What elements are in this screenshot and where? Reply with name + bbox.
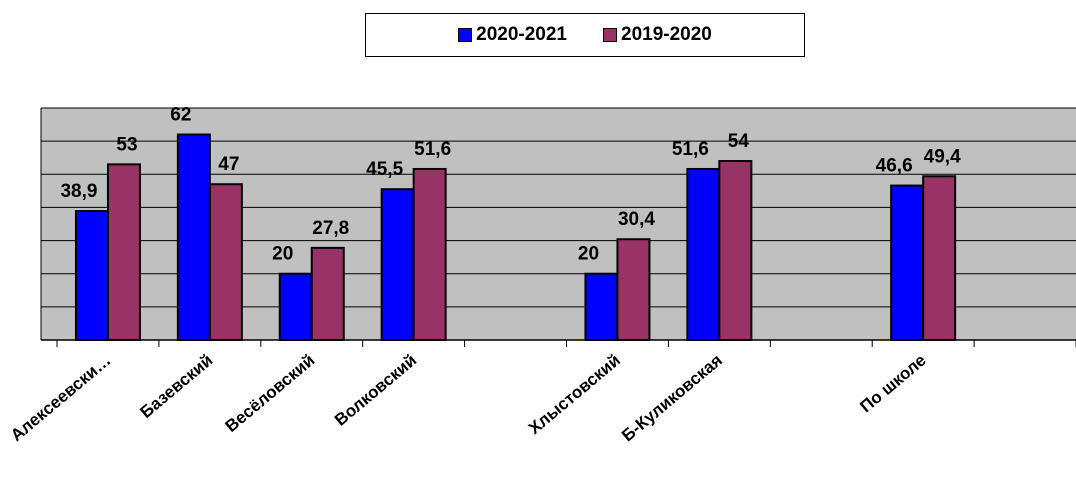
bar-2019-2020-1	[208, 183, 243, 341]
bar-2020-2021-3	[380, 188, 415, 341]
bar-2019-2020-0	[106, 163, 141, 341]
legend-item-2020-2021: 2020-2021	[458, 24, 567, 46]
data-label: 51,6	[414, 139, 451, 160]
data-label: 53	[116, 134, 137, 155]
legend-swatch-2019-2020	[603, 28, 617, 42]
bar-2019-2020-3	[412, 167, 447, 341]
data-label: 46,6	[876, 156, 913, 177]
bar-2020-2021-1	[176, 133, 211, 341]
bar-2020-2021-6	[686, 167, 721, 341]
legend-label-2019-2020: 2019-2020	[621, 24, 712, 45]
data-label: 45,5	[366, 159, 403, 180]
data-label: 20	[578, 244, 599, 265]
x-tick-label: Алексеевски…	[7, 351, 115, 446]
bar-2020-2021-2	[278, 272, 313, 342]
data-label: 20	[272, 244, 293, 265]
data-label: 30,4	[618, 209, 655, 230]
data-label: 62	[170, 105, 191, 126]
data-label: 38,9	[60, 181, 97, 202]
x-tick-label: Б-Куликовская	[618, 351, 726, 446]
legend-label-2020-2021: 2020-2021	[476, 24, 567, 45]
bar-2019-2020-2	[310, 246, 345, 341]
bar-2019-2020-6	[718, 160, 753, 341]
chart-legend: 2020-2021 2019-2020	[365, 13, 805, 57]
legend-item-2019-2020: 2019-2020	[603, 24, 712, 46]
bar-2020-2021-5	[584, 272, 619, 342]
bar-2019-2020-5	[616, 238, 651, 341]
data-label: 49,4	[924, 146, 961, 167]
x-tick-label: Хлыстовский	[525, 351, 624, 439]
bar-2020-2021-0	[74, 210, 109, 341]
bar-2020-2021-8	[890, 184, 925, 341]
x-tick-label: Базевский	[136, 351, 216, 422]
data-label: 47	[218, 154, 239, 175]
data-label: 27,8	[312, 218, 349, 239]
legend-swatch-2020-2021	[458, 28, 473, 42]
x-tick-label: Волковский	[331, 351, 420, 430]
bar-2019-2020-8	[922, 175, 957, 341]
x-tick-label: Весёловский	[222, 351, 319, 436]
data-label: 54	[728, 131, 750, 152]
data-label: 51,6	[672, 139, 709, 160]
x-tick-label: По школе	[856, 351, 929, 417]
